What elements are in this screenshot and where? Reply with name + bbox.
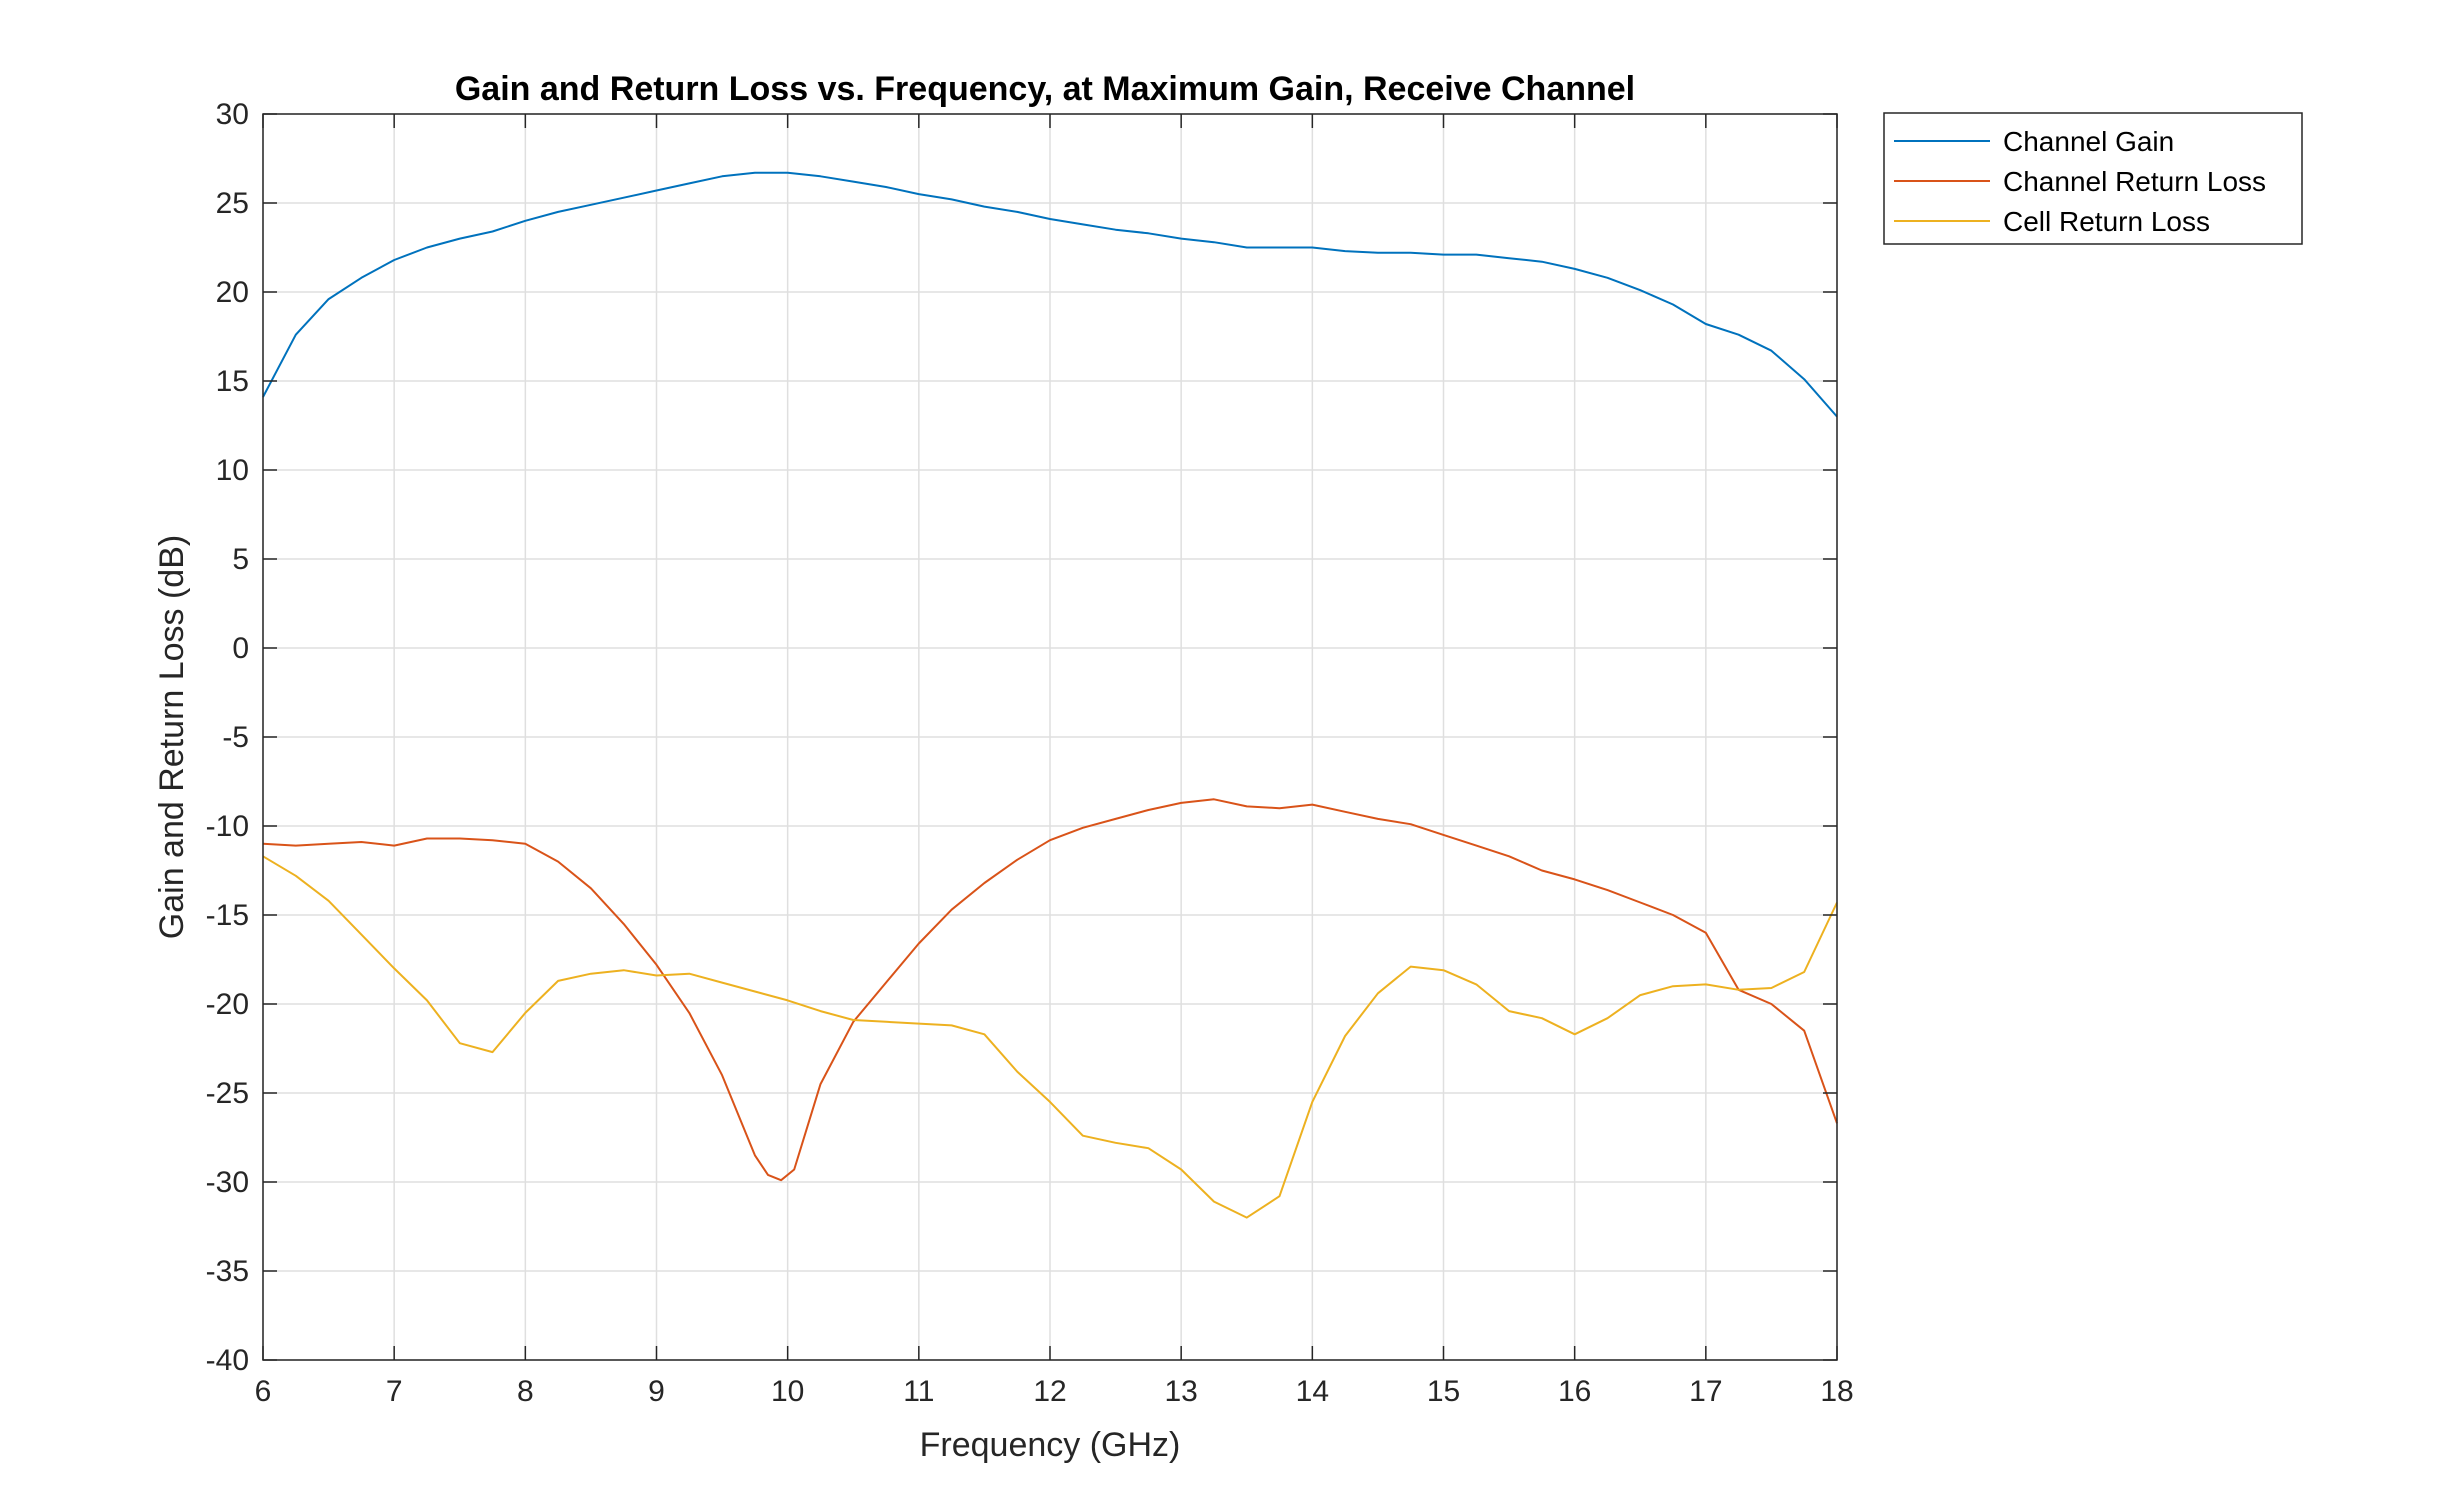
y-tick-label: 25: [216, 187, 249, 220]
series-line-cell-return-loss: [262, 855, 1838, 1219]
x-tick-label: 10: [771, 1375, 804, 1408]
y-tick-label: 5: [232, 543, 249, 576]
y-tick-label: -35: [206, 1255, 249, 1288]
y-tick-label: 0: [232, 632, 249, 665]
x-tick-label: 15: [1427, 1375, 1460, 1408]
legend: Channel Gain Channel Return Loss Cell Retu…: [1883, 112, 2303, 245]
x-tick-label: 13: [1164, 1375, 1197, 1408]
x-tick-label: 6: [255, 1375, 272, 1408]
chart-title: Gain and Return Loss vs. Frequency, at M…: [455, 70, 1635, 108]
y-tick-label: -40: [206, 1344, 249, 1377]
y-tick-label: 30: [216, 98, 249, 131]
series-lines: [262, 171, 1838, 1219]
legend-entries: Channel Gain Channel Return Loss Cell Retu…: [1894, 126, 2266, 237]
grid-lines: [262, 113, 1838, 1361]
legend-label-channel-gain: Channel Gain: [2003, 126, 2174, 157]
x-tick-label: 7: [386, 1375, 403, 1408]
y-tick-label: -10: [206, 810, 249, 843]
y-tick-label: -20: [206, 988, 249, 1021]
y-tick-label: -5: [222, 721, 249, 754]
y-axis-title: Gain and Return Loss (dB): [153, 535, 191, 939]
y-tick-label: -25: [206, 1077, 249, 1110]
legend-label-cell-return-loss: Cell Return Loss: [2003, 206, 2210, 237]
series-line-channel-return-loss: [262, 798, 1838, 1182]
legend-label-channel-return-loss: Channel Return Loss: [2003, 166, 2266, 197]
x-tick-label: 18: [1820, 1375, 1853, 1408]
y-tick-label: 10: [216, 454, 249, 487]
x-tick-label: 16: [1558, 1375, 1591, 1408]
y-tick-label: 20: [216, 276, 249, 309]
y-tick-label: 15: [216, 365, 249, 398]
y-tick-label: -15: [206, 899, 249, 932]
x-axis-title: Frequency (GHz): [920, 1426, 1181, 1464]
x-tick-label: 11: [903, 1375, 934, 1408]
x-tick-label: 17: [1689, 1375, 1722, 1408]
x-tick-label: 14: [1296, 1375, 1329, 1408]
axis-ticks: 6 7 8 9 10 11 12 13 14 15 16 17 18 30 25 20 15 10 5 0 -5 -10 -…: [206, 98, 1854, 1408]
x-tick-label: 12: [1033, 1375, 1066, 1408]
series-line-channel-gain: [262, 171, 1838, 418]
x-tick-label: 8: [517, 1375, 534, 1408]
x-tick-label: 9: [648, 1375, 665, 1408]
y-tick-label: -30: [206, 1166, 249, 1199]
legend-box: [1883, 112, 2303, 245]
